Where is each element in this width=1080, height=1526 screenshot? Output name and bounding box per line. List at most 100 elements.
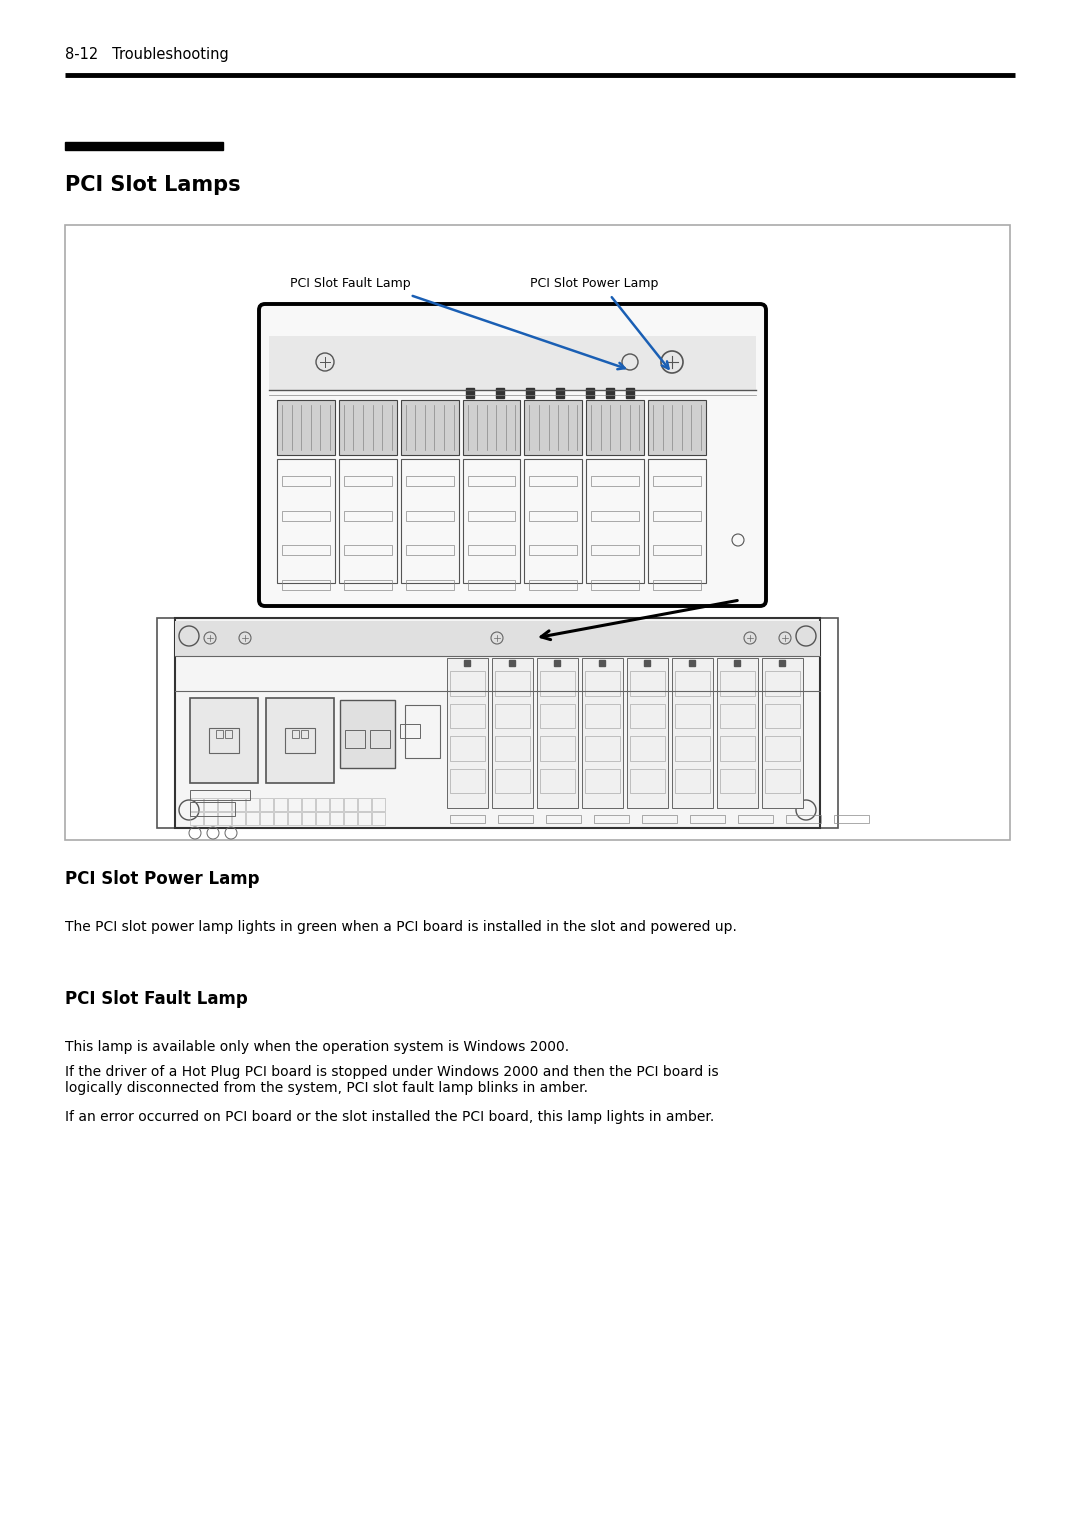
- Bar: [292, 729, 299, 739]
- Text: This lamp is available only when the operation system is Windows 2000.: This lamp is available only when the ope…: [65, 1041, 569, 1054]
- Bar: [316, 812, 329, 826]
- Bar: [540, 769, 575, 794]
- Bar: [175, 621, 820, 656]
- Bar: [630, 703, 665, 728]
- Bar: [675, 736, 710, 760]
- Bar: [274, 812, 287, 826]
- Bar: [630, 671, 665, 696]
- Bar: [345, 812, 357, 826]
- Bar: [462, 400, 521, 455]
- Bar: [372, 798, 384, 810]
- Bar: [765, 703, 800, 728]
- Text: PCI Slot Power Lamp: PCI Slot Power Lamp: [530, 278, 659, 290]
- Bar: [582, 658, 623, 807]
- Bar: [339, 459, 396, 583]
- Bar: [343, 580, 392, 591]
- Bar: [370, 729, 390, 748]
- Bar: [765, 769, 800, 794]
- Bar: [591, 476, 639, 485]
- Bar: [464, 661, 470, 665]
- Bar: [276, 459, 335, 583]
- Bar: [204, 812, 217, 826]
- Bar: [734, 661, 740, 665]
- Bar: [492, 658, 534, 807]
- Bar: [450, 736, 485, 760]
- Bar: [468, 580, 515, 591]
- Bar: [345, 798, 357, 810]
- Bar: [65, 142, 222, 150]
- Bar: [495, 703, 530, 728]
- Bar: [340, 700, 395, 768]
- Bar: [302, 812, 315, 826]
- Bar: [554, 661, 561, 665]
- Bar: [210, 728, 239, 752]
- Bar: [468, 476, 515, 485]
- Bar: [672, 658, 713, 807]
- Bar: [65, 224, 1010, 839]
- Bar: [653, 511, 701, 520]
- Bar: [282, 580, 329, 591]
- Bar: [720, 703, 755, 728]
- Bar: [738, 815, 773, 823]
- Bar: [468, 545, 515, 555]
- Bar: [540, 703, 575, 728]
- Bar: [190, 798, 203, 810]
- Bar: [406, 580, 454, 591]
- Bar: [495, 769, 530, 794]
- Bar: [343, 511, 392, 520]
- Bar: [190, 803, 235, 816]
- Bar: [316, 798, 329, 810]
- Bar: [720, 736, 755, 760]
- Bar: [529, 476, 578, 485]
- Bar: [266, 697, 334, 783]
- Bar: [765, 671, 800, 696]
- Text: PCI Slot Fault Lamp: PCI Slot Fault Lamp: [65, 990, 247, 1009]
- Bar: [282, 511, 329, 520]
- Bar: [529, 580, 578, 591]
- Bar: [330, 812, 343, 826]
- Bar: [372, 812, 384, 826]
- Bar: [762, 658, 804, 807]
- Bar: [450, 815, 485, 823]
- Bar: [585, 671, 620, 696]
- Bar: [630, 769, 665, 794]
- Bar: [216, 729, 222, 739]
- Bar: [288, 812, 301, 826]
- Bar: [537, 658, 578, 807]
- Bar: [591, 580, 639, 591]
- Bar: [529, 545, 578, 555]
- Bar: [343, 545, 392, 555]
- Bar: [302, 798, 315, 810]
- Bar: [339, 400, 396, 455]
- Bar: [525, 459, 582, 583]
- Bar: [591, 545, 639, 555]
- Bar: [450, 769, 485, 794]
- Bar: [495, 736, 530, 760]
- Bar: [765, 736, 800, 760]
- Bar: [556, 388, 564, 398]
- Bar: [653, 545, 701, 555]
- Bar: [540, 671, 575, 696]
- Bar: [204, 798, 217, 810]
- Bar: [675, 671, 710, 696]
- Bar: [357, 798, 372, 810]
- Bar: [357, 812, 372, 826]
- Bar: [462, 459, 521, 583]
- Bar: [495, 671, 530, 696]
- Bar: [630, 736, 665, 760]
- Bar: [689, 661, 696, 665]
- Bar: [190, 812, 203, 826]
- Bar: [218, 798, 231, 810]
- Bar: [260, 812, 273, 826]
- Bar: [786, 815, 821, 823]
- Text: PCI Slot Lamps: PCI Slot Lamps: [65, 175, 241, 195]
- Bar: [834, 815, 869, 823]
- Bar: [246, 798, 259, 810]
- Bar: [343, 476, 392, 485]
- Text: If an error occurred on PCI board or the slot installed the PCI board, this lamp: If an error occurred on PCI board or the…: [65, 1109, 714, 1125]
- Bar: [246, 812, 259, 826]
- Bar: [690, 815, 725, 823]
- Bar: [401, 459, 459, 583]
- Bar: [526, 388, 534, 398]
- Text: PCI Slot Fault Lamp: PCI Slot Fault Lamp: [291, 278, 410, 290]
